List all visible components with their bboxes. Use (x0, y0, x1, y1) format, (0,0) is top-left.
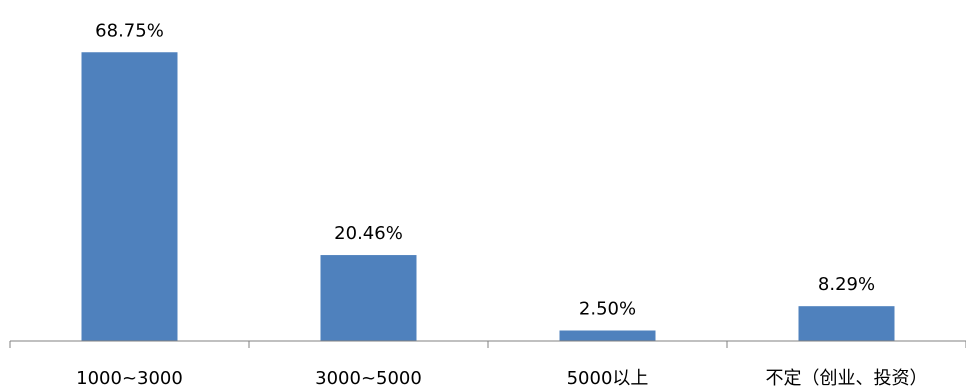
category-label: 3000~5000 (315, 368, 422, 389)
bar (320, 255, 417, 341)
category-label: 不定（创业、投资） (766, 368, 928, 389)
data-label: 2.50% (579, 299, 636, 320)
bar (81, 52, 178, 341)
bar (798, 306, 895, 341)
category-label: 5000以上 (567, 368, 649, 389)
ticks-group (9, 341, 966, 348)
data-label: 20.46% (334, 223, 403, 244)
category-label: 1000~3000 (76, 368, 183, 389)
bars-group (81, 52, 895, 341)
data-label: 8.29% (818, 274, 875, 295)
data-labels-group: 68.75% 20.46% 2.50% 8.29% (95, 20, 875, 319)
data-label: 68.75% (95, 20, 164, 41)
bar (559, 330, 656, 341)
category-labels-group: 1000~3000 3000~5000 5000以上 不定（创业、投资） (76, 368, 927, 389)
